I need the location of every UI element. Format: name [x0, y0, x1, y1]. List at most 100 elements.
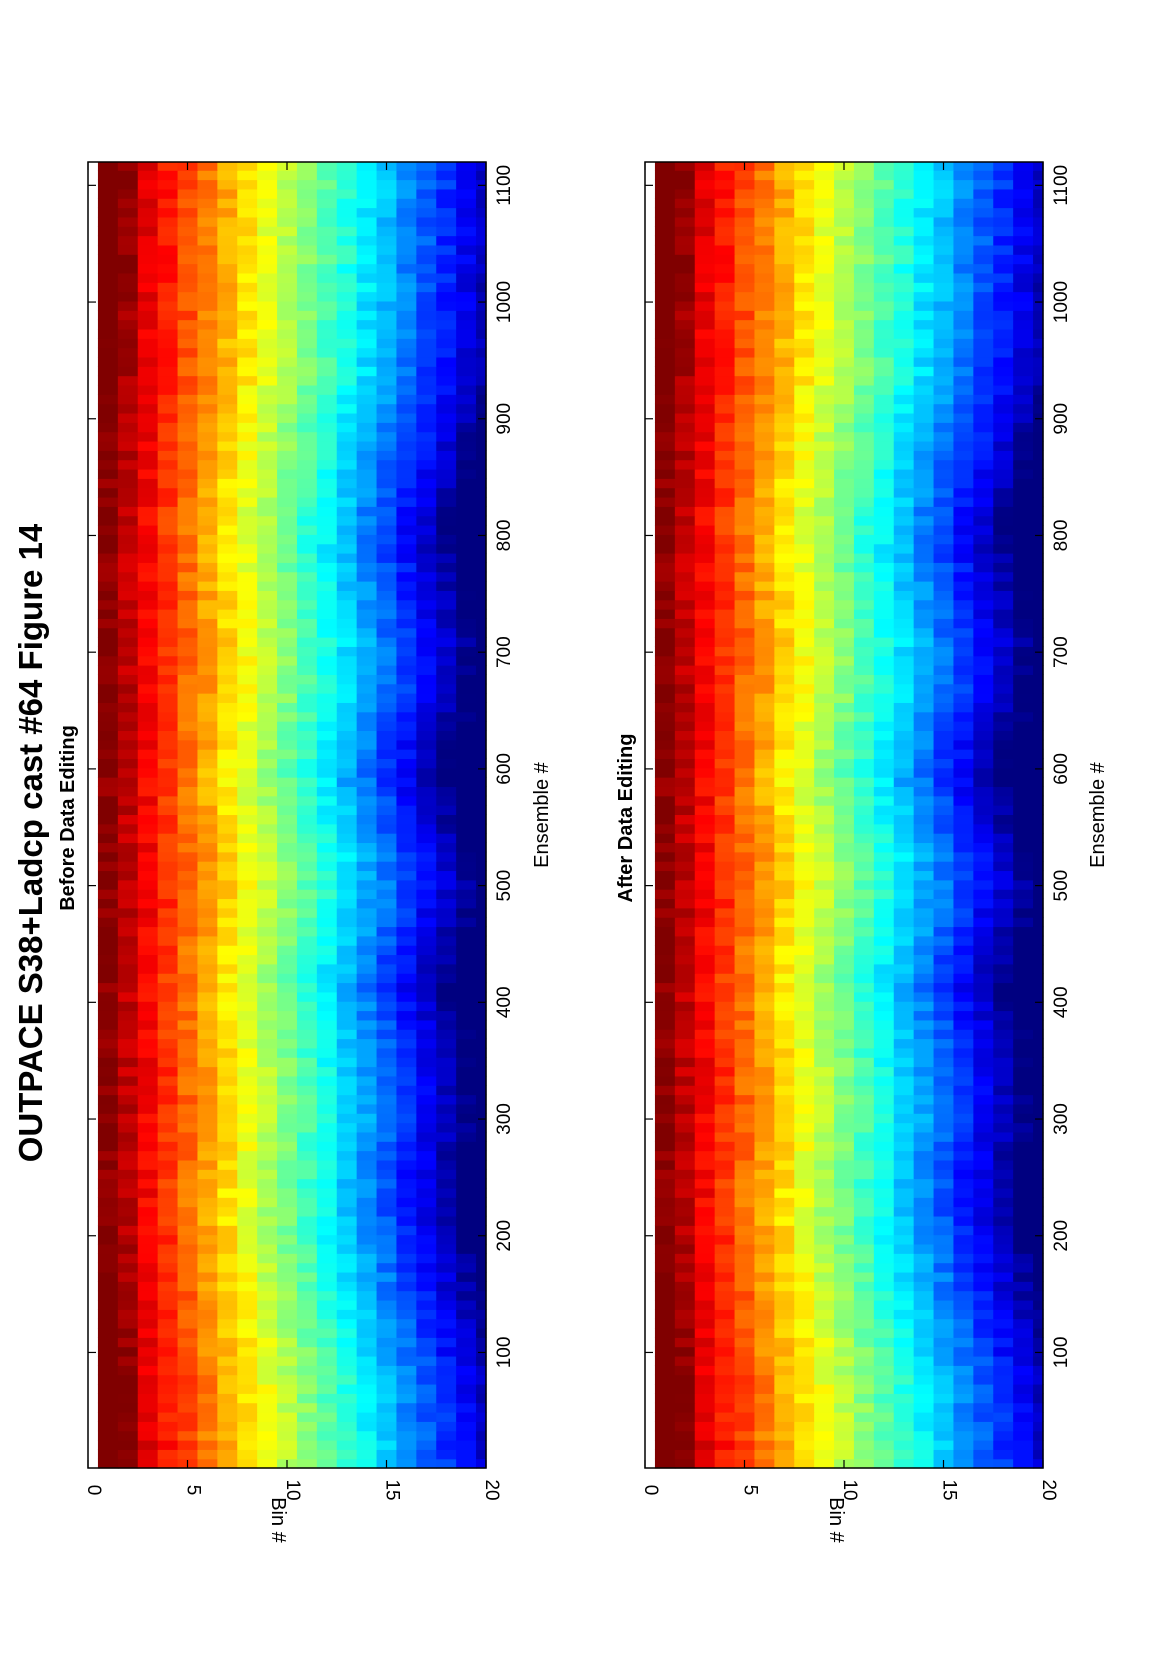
heatmap-cell	[436, 1402, 457, 1413]
heatmap-cell	[296, 777, 318, 788]
heatmap-cell	[296, 767, 318, 778]
heatmap-cell	[694, 1234, 716, 1245]
heatmap-cell	[376, 571, 398, 582]
heatmap-cell	[456, 646, 477, 657]
heatmap-cell	[873, 683, 895, 694]
heatmap-cell	[117, 440, 139, 451]
heatmap-cell	[157, 758, 179, 769]
x-tick-label: 300	[494, 1103, 515, 1135]
heatmap-cell	[117, 879, 139, 890]
heatmap-cell	[336, 1094, 358, 1105]
heatmap-cell	[734, 898, 756, 909]
heatmap-cell	[674, 1057, 696, 1068]
heatmap-cell	[814, 506, 835, 517]
heatmap-cell	[714, 1299, 736, 1310]
heatmap-cell	[1013, 795, 1034, 806]
heatmap-cell	[714, 889, 736, 900]
heatmap-cell	[913, 1281, 935, 1292]
heatmap-cell	[973, 1411, 994, 1422]
heatmap-cell	[794, 1150, 815, 1161]
heatmap-cell	[217, 1113, 238, 1124]
heatmap-cell	[237, 637, 258, 647]
heatmap-cell	[97, 665, 119, 675]
heatmap-cell	[336, 1197, 358, 1208]
heatmap-cell	[137, 375, 159, 386]
heatmap-cell	[694, 917, 716, 928]
heatmap-cell	[654, 991, 676, 1002]
heatmap-cell	[476, 580, 487, 591]
heatmap-cell	[217, 366, 238, 377]
heatmap-cell	[157, 1029, 179, 1040]
heatmap-cell	[674, 1262, 696, 1273]
heatmap-cell	[117, 898, 139, 909]
heatmap-cell	[277, 833, 298, 844]
heatmap-cell	[436, 823, 457, 834]
heatmap-cell	[396, 580, 417, 591]
heatmap-cell	[177, 1439, 199, 1450]
heatmap-cell	[277, 310, 298, 321]
heatmap-cell	[794, 599, 815, 610]
heatmap-cell	[137, 767, 159, 778]
heatmap-cell	[376, 1178, 398, 1189]
heatmap-cell	[1013, 1169, 1034, 1180]
heatmap-cell	[316, 487, 338, 498]
heatmap-cell	[396, 403, 417, 414]
heatmap-cell	[734, 1029, 756, 1040]
heatmap-cell	[97, 179, 119, 190]
heatmap-cell	[973, 1346, 994, 1357]
heatmap-cell	[893, 1187, 915, 1198]
heatmap-cell	[217, 917, 238, 928]
heatmap-cell	[1033, 674, 1044, 685]
panel-title-after: After Data Editing	[615, 734, 637, 903]
heatmap-cell	[973, 1439, 994, 1450]
heatmap-cell	[694, 1010, 716, 1021]
heatmap-cell	[774, 898, 795, 909]
heatmap-cell	[237, 468, 258, 479]
heatmap-cell	[456, 1085, 477, 1096]
heatmap-cell	[694, 1206, 716, 1217]
heatmap-cell	[714, 590, 736, 601]
heatmap-cell	[714, 468, 736, 479]
heatmap-cell	[993, 805, 1014, 816]
heatmap-cell	[794, 954, 815, 965]
heatmap-cell	[257, 590, 278, 601]
heatmap-cell	[356, 1178, 378, 1189]
heatmap-cell	[694, 991, 716, 1002]
heatmap-cell	[197, 963, 218, 974]
heatmap-cell	[734, 1215, 756, 1226]
heatmap-cell	[157, 571, 179, 582]
heatmap-cell	[973, 1094, 994, 1105]
heatmap-cell	[794, 487, 815, 498]
heatmap-cell	[217, 170, 238, 181]
heatmap-cell	[97, 422, 119, 433]
heatmap-cell	[476, 833, 487, 844]
heatmap-cell	[476, 422, 487, 433]
heatmap-cell	[476, 1178, 487, 1189]
heatmap-cell	[296, 683, 318, 694]
heatmap-cell	[296, 599, 318, 610]
heatmap-cell	[396, 945, 417, 956]
heatmap-cell	[336, 1103, 358, 1114]
heatmap-cell	[97, 188, 119, 199]
heatmap-cell	[714, 1421, 736, 1432]
heatmap-cell	[873, 571, 895, 582]
heatmap-cell	[336, 842, 358, 853]
heatmap-cell	[893, 805, 915, 816]
heatmap-cell	[654, 1309, 676, 1320]
heatmap-cell	[476, 207, 487, 218]
heatmap-cell	[137, 319, 159, 330]
heatmap-cell	[953, 478, 974, 489]
heatmap-cell	[754, 1131, 775, 1142]
heatmap-cell	[973, 1131, 994, 1142]
heatmap-cell	[734, 917, 756, 928]
heatmap-cell	[953, 861, 974, 872]
heatmap-cell	[873, 1421, 895, 1432]
heatmap-cell	[277, 1001, 298, 1012]
heatmap-cell	[336, 162, 358, 171]
heatmap-cell	[1013, 1141, 1034, 1152]
heatmap-cell	[913, 879, 935, 890]
heatmap-cell	[973, 1019, 994, 1030]
heatmap-cell	[476, 767, 487, 778]
heatmap-cell	[993, 1029, 1014, 1040]
heatmap-cell	[953, 665, 974, 675]
